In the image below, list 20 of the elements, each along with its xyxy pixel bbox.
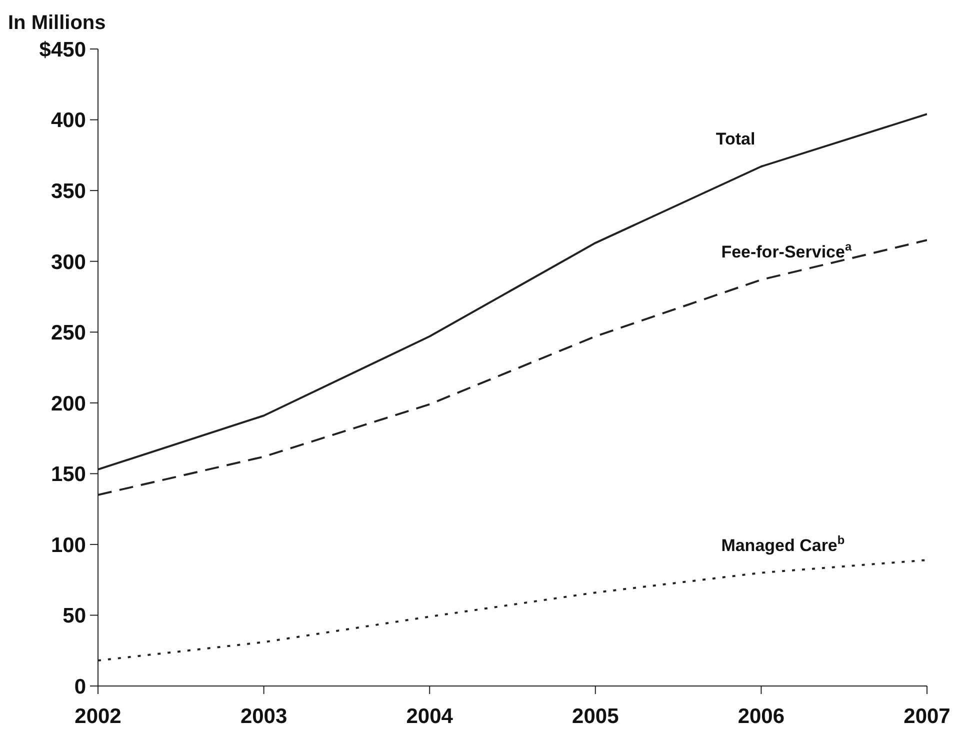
y-tick-label: 350 — [50, 180, 86, 204]
series-label: Managed Care$^{b}$ — [721, 532, 845, 555]
y-tick-label: 250 — [50, 322, 86, 345]
y-tick-label: 100 — [50, 534, 86, 557]
y-tick-label: 150 — [50, 463, 86, 486]
y-tick-label: 200 — [50, 392, 86, 416]
series-label: Fee-for-Service$^{a}$ — [721, 240, 852, 262]
y-tick-label: 300 — [50, 250, 86, 274]
y-tick-label: $450 — [39, 38, 86, 62]
series-label: Total — [716, 129, 756, 148]
x-tick-label: 2007 — [904, 704, 950, 728]
y-axis-title: In Millions — [8, 12, 106, 35]
y-tick-label: 0 — [74, 675, 86, 698]
x-tick-label: 2004 — [406, 704, 454, 728]
y-tick-label: 400 — [50, 109, 86, 132]
x-tick-label: 2003 — [240, 704, 288, 728]
x-tick-label: 2005 — [572, 704, 620, 728]
x-tick-label: 2002 — [74, 704, 122, 728]
y-tick-label: 50 — [62, 604, 86, 628]
x-tick-label: 2006 — [738, 704, 785, 728]
